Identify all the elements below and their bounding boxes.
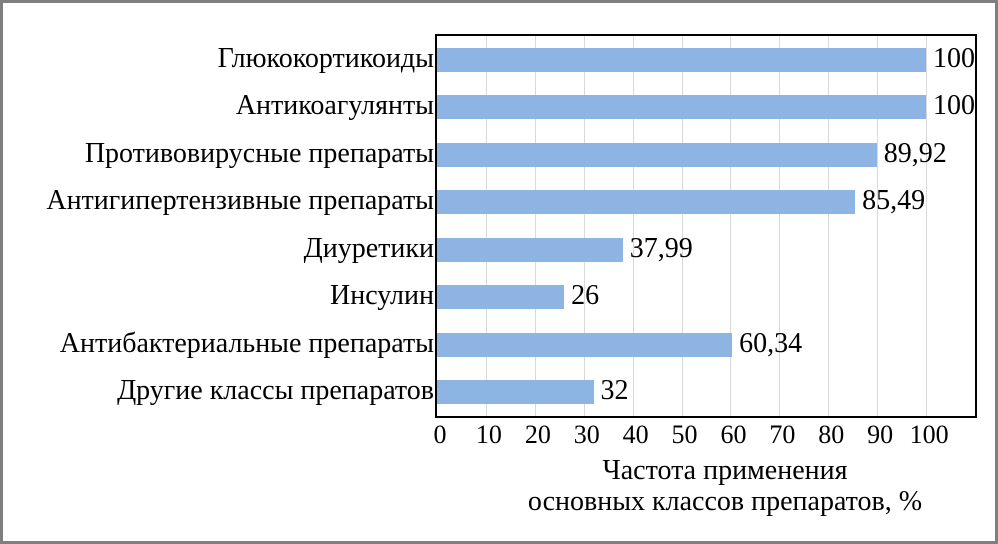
x-tick-label: 80 — [818, 420, 845, 449]
x-tick-label: 60 — [720, 420, 747, 449]
bar — [437, 47, 926, 72]
gridline — [730, 36, 732, 416]
bar-row: 37,99 — [437, 226, 975, 274]
gridline — [926, 36, 928, 416]
plot-inner: 100 100 89,92 85,49 37,99 — [437, 36, 975, 416]
category-label: Антикоагулянты — [235, 90, 434, 122]
category-label: Диуретики — [303, 232, 434, 264]
value-label: 60,34 — [739, 327, 803, 359]
x-tick-label: 10 — [475, 420, 502, 449]
bar-rows: 100 100 89,92 85,49 37,99 — [437, 36, 975, 416]
x-tick-label: 70 — [769, 420, 796, 449]
gridline — [632, 36, 634, 416]
gridline — [534, 36, 536, 416]
category-label: Противовирусные препараты — [84, 137, 434, 169]
bar-row: 89,92 — [437, 131, 975, 179]
x-tick-label: 40 — [622, 420, 649, 449]
value-label: 89,92 — [883, 137, 947, 169]
value-label: 100 — [933, 90, 975, 122]
bar-row: 60,34 — [437, 321, 975, 369]
value-label: 37,99 — [629, 232, 693, 264]
gridline — [877, 36, 879, 416]
category-label: Антибактериальные препараты — [59, 327, 434, 359]
bar — [437, 95, 926, 120]
bar-row: 26 — [437, 274, 975, 322]
bar-row: 85,49 — [437, 179, 975, 227]
value-label: 32 — [600, 375, 629, 407]
x-tick-label: 20 — [524, 420, 551, 449]
bar — [437, 380, 594, 405]
bar — [437, 332, 733, 357]
value-label: 100 — [933, 42, 975, 74]
category-label: Антигипертензивные препараты — [46, 185, 434, 217]
x-tick-label: 0 — [433, 420, 447, 449]
x-axis-title: Частота применения основных классов преп… — [456, 455, 994, 518]
category-label: Инсулин — [330, 280, 434, 312]
bar-row: 100 — [437, 36, 975, 84]
gridline — [485, 36, 487, 416]
bar — [437, 237, 623, 262]
x-axis-title-line2: основных классов препаратов, % — [527, 486, 923, 518]
gridline — [681, 36, 683, 416]
x-tick-label: 30 — [573, 420, 600, 449]
gridline — [828, 36, 830, 416]
gridlines — [437, 36, 975, 416]
x-tick-label: 100 — [909, 420, 949, 449]
bar — [437, 285, 565, 310]
value-label: 26 — [571, 280, 600, 312]
bar — [437, 142, 877, 167]
x-axis-tick-labels: 0 10 20 30 40 50 60 70 80 90 100 — [434, 420, 978, 451]
plot-area: 100 100 89,92 85,49 37,99 — [435, 34, 977, 418]
category-axis-labels: Глюкокортикоиды Антикоагулянты Противови… — [13, 36, 434, 416]
x-tick-label: 50 — [671, 420, 698, 449]
bar-row: 100 — [437, 84, 975, 132]
value-label: 85,49 — [862, 185, 926, 217]
bar — [437, 190, 856, 215]
category-label: Другие классы препаратов — [117, 375, 434, 407]
gridline — [583, 36, 585, 416]
bar-chart-figure: 100 100 89,92 85,49 37,99 — [3, 3, 995, 541]
bar-row: 32 — [437, 369, 975, 417]
gridline — [779, 36, 781, 416]
category-label: Глюкокортикоиды — [217, 42, 434, 74]
x-axis-title-line1: Частота применения — [602, 455, 848, 486]
x-tick-label: 90 — [867, 420, 894, 449]
